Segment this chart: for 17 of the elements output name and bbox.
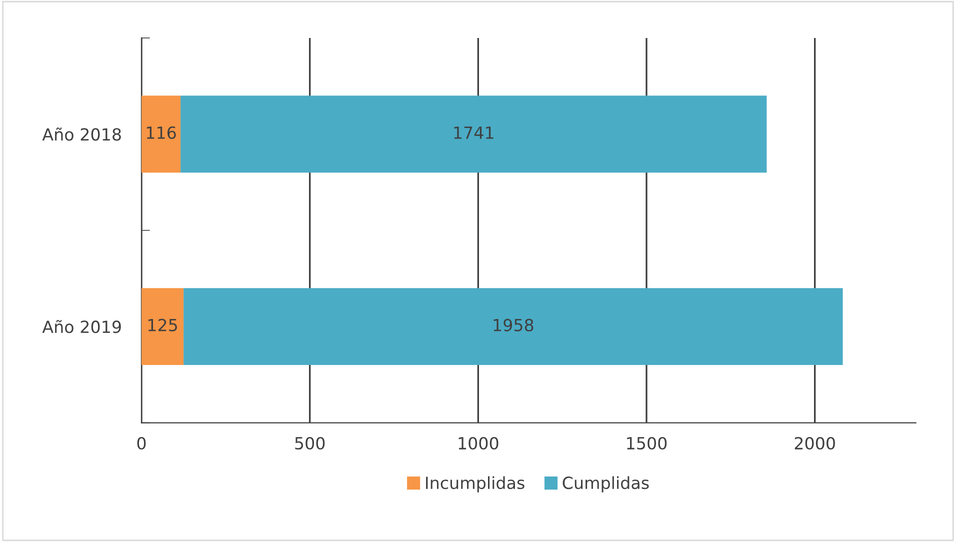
bar bbox=[180, 96, 767, 173]
data-label: 116 bbox=[146, 126, 176, 139]
x-tick-label: 500 bbox=[295, 436, 325, 450]
legend-label: Incumplidas bbox=[426, 476, 524, 492]
legend-label: Cumplidas bbox=[562, 476, 649, 492]
x-tick-label: 1500 bbox=[627, 436, 667, 450]
data-label: 1958 bbox=[494, 318, 534, 332]
bar bbox=[141, 96, 181, 173]
y-tick-label: Año 2018 bbox=[42, 128, 121, 141]
x-tick-label: 1000 bbox=[458, 436, 498, 450]
x-tick-label: 0 bbox=[137, 436, 146, 450]
y-tick-label: Año 2019 bbox=[42, 320, 121, 334]
data-label: 125 bbox=[148, 318, 177, 332]
bar bbox=[141, 288, 184, 366]
bar bbox=[184, 288, 843, 366]
data-label: 1741 bbox=[454, 126, 494, 139]
x-tick-label: 2000 bbox=[794, 436, 835, 450]
